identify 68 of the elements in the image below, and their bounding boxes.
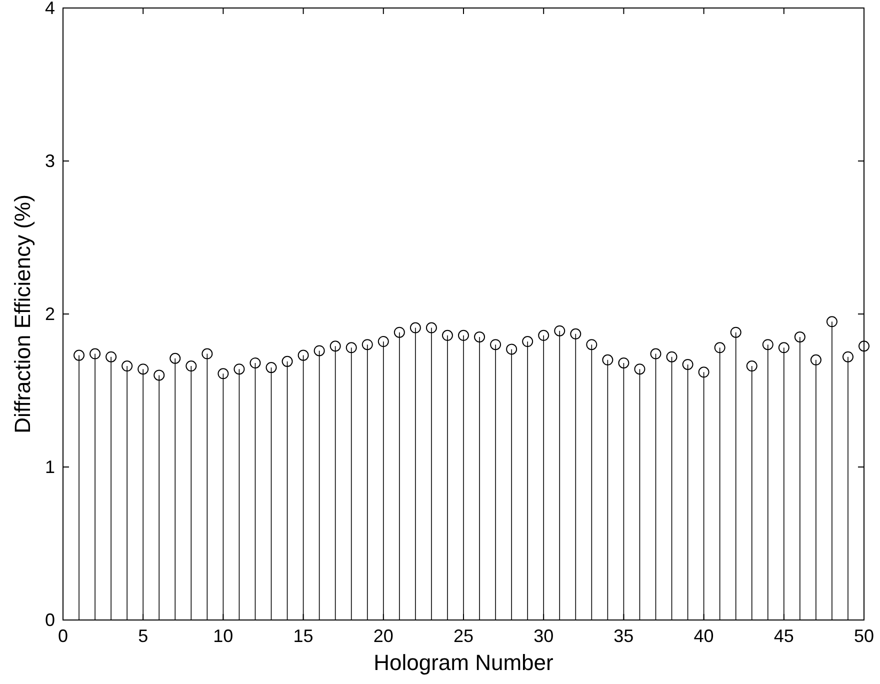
point [842,351,854,362]
point [154,370,165,381]
point [714,342,726,354]
point [666,351,678,362]
y-axis-title: Diffraction Efficiency (%) [10,194,35,434]
x-tick-label: 35 [614,626,634,646]
point [106,351,117,362]
point [330,340,341,352]
point [682,358,694,370]
y-tick-label: 0 [44,610,55,630]
point [618,357,630,368]
x-tick-label: 40 [694,626,714,646]
point [554,325,566,336]
x-axis-title: Hologram Number [374,650,554,675]
y-tick-label: 2 [44,304,55,324]
point [298,350,309,361]
point [426,322,437,334]
x-tick-label: 5 [138,626,148,646]
point [250,357,261,368]
point [586,339,598,350]
x-tick-label: 20 [373,626,394,646]
y-tick-label: 3 [44,151,55,171]
point [538,330,550,341]
point [746,360,758,372]
point [202,348,213,360]
point [314,345,325,356]
point [634,364,646,375]
point [474,331,486,342]
point [762,339,774,350]
point [778,342,790,354]
point [794,331,806,342]
point [522,336,534,348]
point [570,328,582,340]
point [186,360,197,372]
x-tick-label: 45 [774,626,794,646]
x-tick-label: 10 [213,626,234,646]
point [282,356,293,367]
point [442,330,453,341]
point [698,366,710,378]
point [218,368,229,380]
point [74,350,85,361]
point [730,326,742,338]
point [394,326,405,338]
point [858,340,870,352]
point [602,354,614,366]
point [506,344,518,355]
x-tick-label: 50 [854,626,874,646]
x-tick-label: 30 [534,626,554,646]
point [410,322,421,334]
point [826,316,838,328]
point [234,364,245,375]
x-tick-label: 25 [453,626,474,646]
y-tick-label: 4 [44,0,55,18]
x-tick-label: 15 [293,626,314,646]
point [810,354,822,366]
point [650,348,662,360]
point [458,330,469,341]
point [362,339,373,350]
y-tick-label: 1 [44,457,55,477]
point [378,336,389,348]
point [138,364,149,375]
point [170,352,181,364]
point [346,342,357,354]
point [90,348,101,360]
point [266,362,277,374]
point [122,360,133,372]
point [490,339,502,350]
x-tick-label: 0 [58,626,68,646]
